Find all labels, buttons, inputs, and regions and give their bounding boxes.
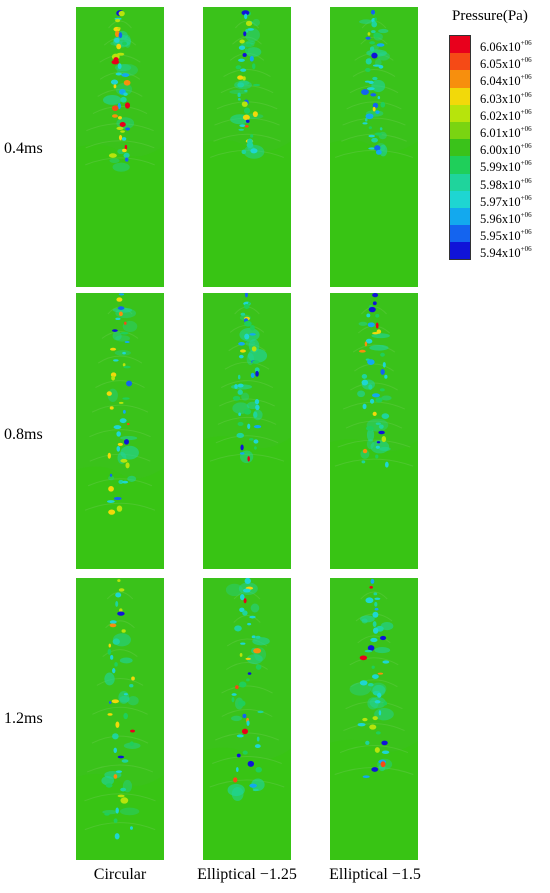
pressure-field — [203, 7, 291, 287]
panel-elliptical-1.25-0.4ms — [203, 7, 291, 287]
legend-label: 6.01x10+06 — [480, 125, 532, 141]
panel-elliptical-1.5-0.8ms — [330, 293, 418, 569]
pressure-field — [203, 293, 291, 569]
legend-label: 5.99x10+06 — [480, 159, 532, 175]
pressure-field — [76, 293, 164, 569]
legend-swatch — [450, 242, 470, 260]
row-label-0.4ms: 0.4ms — [4, 140, 43, 157]
legend-label: 5.96x10+06 — [480, 211, 532, 227]
panel-circular-1.2ms — [76, 578, 164, 860]
legend-swatch — [450, 173, 470, 191]
pressure-field — [330, 578, 418, 860]
panel-elliptical-1.25-1.2ms — [203, 578, 291, 860]
panel-elliptical-1.25-0.8ms — [203, 293, 291, 569]
legend-label: 5.98x10+06 — [480, 176, 532, 192]
legend-swatch — [450, 225, 470, 243]
pressure-field — [330, 293, 418, 569]
panel-circular-0.4ms — [76, 7, 164, 287]
legend-label: 6.03x10+06 — [480, 90, 532, 106]
panel-elliptical-1.5-1.2ms — [330, 578, 418, 860]
panel-elliptical-1.5-0.4ms — [330, 7, 418, 287]
pressure-field — [203, 578, 291, 860]
legend-label: 6.05x10+06 — [480, 56, 532, 72]
legend-swatch — [450, 36, 470, 54]
column-label-circular: Circular — [93, 866, 147, 883]
legend-swatch — [450, 87, 470, 105]
legend-swatch — [450, 70, 470, 88]
legend-label: 5.94x10+06 — [480, 245, 532, 261]
legend-label: 6.02x10+06 — [480, 107, 532, 123]
legend-colorbar — [449, 35, 471, 261]
column-label-elliptical-1.25: Elliptical −1.25 — [197, 866, 297, 883]
legend-swatch — [450, 190, 470, 208]
column-label-elliptical-1.5: Elliptical −1.5 — [329, 866, 421, 883]
legend-swatch — [450, 139, 470, 157]
row-label-1.2ms: 1.2ms — [4, 710, 43, 727]
row-label-0.8ms: 0.8ms — [4, 426, 43, 443]
pressure-field — [76, 7, 164, 287]
legend-label: 6.06x10+06 — [480, 39, 532, 55]
legend-label: 5.95x10+06 — [480, 228, 532, 244]
legend-swatch — [450, 53, 470, 71]
pressure-field — [76, 578, 164, 860]
legend-label: 6.04x10+06 — [480, 73, 532, 89]
pressure-field — [330, 7, 418, 287]
legend-swatch — [450, 104, 470, 122]
legend-label: 5.97x10+06 — [480, 193, 532, 209]
legend-swatch — [450, 121, 470, 140]
legend-title: Pressure(Pa) — [452, 8, 528, 24]
panel-circular-0.8ms — [76, 293, 164, 569]
legend-label: 6.00x10+06 — [480, 142, 532, 158]
legend-swatch — [450, 207, 470, 226]
legend-swatch — [450, 156, 470, 174]
